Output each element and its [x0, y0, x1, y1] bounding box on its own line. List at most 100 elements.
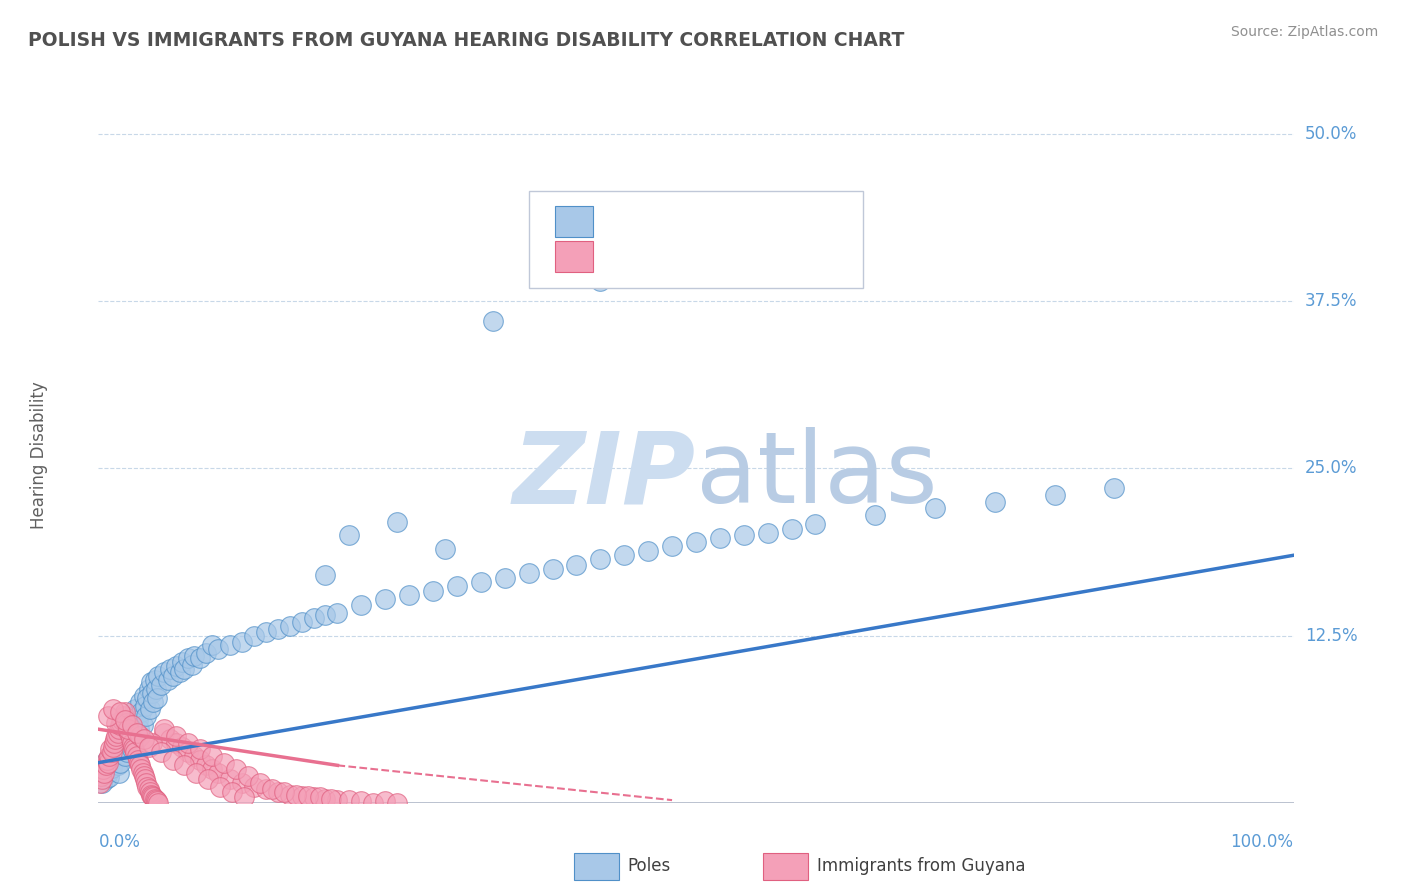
- Bar: [555, 241, 593, 272]
- Point: [111, 739, 134, 754]
- Point: [207, 766, 229, 780]
- Point: [136, 780, 159, 794]
- Point: [129, 696, 152, 710]
- Point: [337, 793, 360, 807]
- Point: [165, 659, 187, 673]
- Text: atlas: atlas: [696, 427, 938, 524]
- Point: [446, 579, 468, 593]
- Point: [162, 753, 184, 767]
- Point: [100, 745, 122, 759]
- Point: [97, 766, 120, 780]
- Point: [107, 726, 129, 740]
- Point: [201, 762, 224, 776]
- Point: [129, 729, 152, 743]
- Point: [350, 795, 373, 808]
- Point: [290, 615, 312, 630]
- Point: [101, 749, 124, 764]
- Point: [118, 726, 141, 740]
- Point: [183, 648, 205, 663]
- Point: [177, 651, 200, 665]
- Point: [385, 515, 409, 529]
- Point: [374, 795, 396, 808]
- Point: [267, 622, 290, 636]
- Point: [162, 669, 184, 683]
- Bar: [555, 206, 593, 237]
- Point: [243, 628, 266, 642]
- Point: [267, 785, 290, 799]
- Point: [180, 658, 202, 673]
- Point: [128, 756, 150, 770]
- Point: [231, 775, 253, 790]
- Text: 50.0%: 50.0%: [1305, 125, 1357, 143]
- Point: [142, 696, 165, 710]
- Point: [363, 796, 385, 810]
- Point: [121, 735, 143, 749]
- Point: [278, 619, 301, 633]
- Text: Source: ZipAtlas.com: Source: ZipAtlas.com: [1230, 25, 1378, 39]
- Point: [374, 592, 396, 607]
- Point: [104, 731, 127, 746]
- Point: [145, 681, 167, 696]
- Text: N = 110: N = 110: [738, 248, 810, 266]
- Point: [207, 642, 229, 657]
- Point: [146, 691, 169, 706]
- Point: [212, 756, 235, 770]
- Point: [284, 788, 307, 802]
- Point: [115, 731, 138, 746]
- Point: [315, 608, 337, 623]
- Point: [96, 753, 118, 767]
- Point: [733, 528, 755, 542]
- Point: [756, 525, 779, 540]
- Point: [165, 735, 187, 749]
- Text: Poles: Poles: [627, 857, 671, 875]
- Point: [127, 713, 149, 727]
- Point: [136, 691, 159, 706]
- Point: [398, 589, 420, 603]
- Point: [138, 681, 160, 696]
- Point: [169, 665, 191, 679]
- Point: [302, 611, 325, 625]
- Point: [112, 723, 135, 737]
- Point: [541, 562, 564, 576]
- Point: [97, 708, 120, 723]
- Point: [139, 675, 162, 690]
- Point: [110, 715, 132, 730]
- Point: [104, 742, 127, 756]
- Point: [90, 769, 112, 783]
- Text: R =  0.365: R = 0.365: [607, 213, 700, 231]
- Point: [149, 745, 172, 759]
- Point: [685, 535, 707, 549]
- Point: [142, 790, 165, 805]
- Point: [132, 731, 155, 746]
- Point: [924, 501, 946, 516]
- Point: [105, 729, 128, 743]
- Point: [105, 715, 128, 730]
- Point: [115, 715, 138, 730]
- Point: [100, 761, 122, 775]
- Point: [121, 742, 143, 756]
- Point: [125, 731, 148, 746]
- Point: [120, 726, 142, 740]
- Point: [114, 749, 136, 764]
- Text: N = 107: N = 107: [738, 213, 810, 231]
- Text: POLISH VS IMMIGRANTS FROM GUYANA HEARING DISABILITY CORRELATION CHART: POLISH VS IMMIGRANTS FROM GUYANA HEARING…: [28, 31, 904, 50]
- Point: [107, 758, 129, 772]
- Point: [96, 753, 118, 767]
- Point: [127, 753, 149, 767]
- Point: [135, 775, 157, 790]
- Point: [188, 753, 211, 767]
- Point: [278, 788, 301, 802]
- Point: [124, 745, 146, 759]
- Point: [91, 762, 114, 776]
- Point: [194, 758, 217, 772]
- Point: [177, 735, 200, 749]
- Point: [139, 785, 162, 799]
- Point: [148, 669, 170, 683]
- Point: [141, 686, 163, 700]
- Point: [481, 314, 505, 328]
- Point: [90, 769, 112, 783]
- Point: [141, 735, 163, 749]
- Point: [197, 772, 219, 786]
- Point: [433, 541, 456, 556]
- Point: [98, 749, 121, 764]
